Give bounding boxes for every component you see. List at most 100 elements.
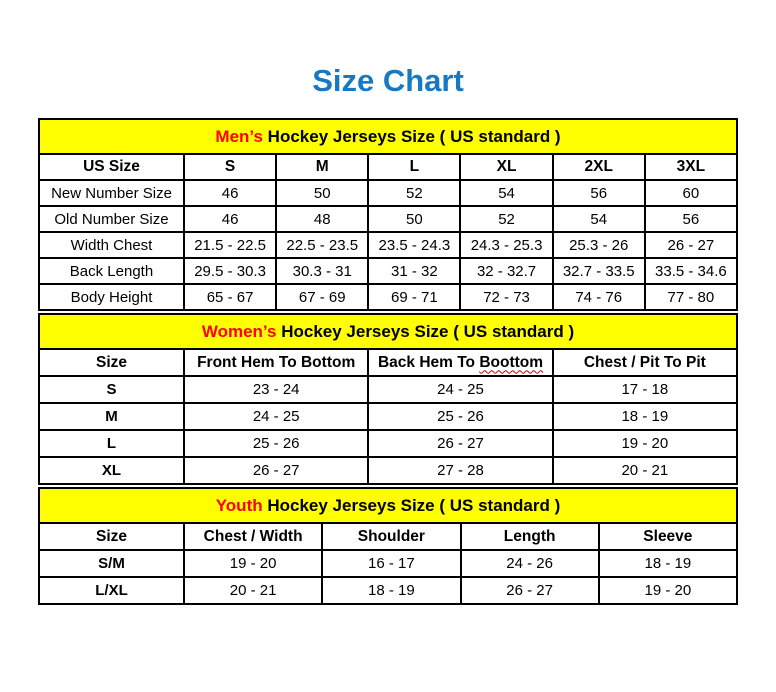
size-value-cell: 77 - 80 <box>643 283 739 312</box>
size-value-cell: 30.3 - 31 <box>275 257 370 286</box>
mens-size-table: Men’s Hockey Jerseys Size ( US standard … <box>38 118 739 312</box>
size-value-cell: 26 - 27 <box>459 576 600 606</box>
row-label: S/M <box>38 549 185 579</box>
size-value-cell: 52 <box>459 205 554 234</box>
mens-col-s: S <box>182 153 278 182</box>
size-value-cell: 26 - 27 <box>367 429 554 459</box>
youth-header-row: Size Chest / Width Shoulder Length Sleev… <box>38 522 739 552</box>
size-value-cell: 32 - 32.7 <box>459 257 554 286</box>
table-row: New Number Size 46 50 52 54 56 60 <box>38 179 739 208</box>
table-row: L/XL 20 - 21 18 - 19 26 - 27 19 - 20 <box>38 576 739 606</box>
row-label: New Number Size <box>38 179 185 208</box>
size-value-cell: 24 - 26 <box>459 549 600 579</box>
size-value-cell: 69 - 71 <box>367 283 462 312</box>
size-value-cell: 32.7 - 33.5 <box>551 257 646 286</box>
mens-section-title: Hockey Jerseys Size ( US standard ) <box>262 126 561 146</box>
size-value-cell: 24 - 25 <box>182 402 370 432</box>
mens-section-header: Men’s Hockey Jerseys Size ( US standard … <box>38 118 738 156</box>
size-value-cell: 48 <box>275 205 370 234</box>
youth-col-shoulder: Shoulder <box>321 522 462 552</box>
size-value-cell: 19 - 20 <box>182 549 324 579</box>
size-value-cell: 20 - 21 <box>551 456 739 486</box>
row-label: Back Length <box>38 257 185 286</box>
row-label: Body Height <box>38 283 185 312</box>
size-value-cell: 72 - 73 <box>459 283 554 312</box>
size-value-cell: 50 <box>367 205 462 234</box>
back-hem-label: Back Hem To <box>377 353 480 371</box>
row-label: M <box>38 402 185 432</box>
mens-section-accent: Men’s <box>215 126 263 146</box>
size-value-cell: 46 <box>182 205 278 234</box>
size-value-cell: 26 - 27 <box>643 231 739 260</box>
tables-container: Men’s Hockey Jerseys Size ( US standard … <box>38 118 739 606</box>
size-value-cell: 18 - 19 <box>597 549 739 579</box>
size-value-cell: 22.5 - 23.5 <box>275 231 370 260</box>
size-value-cell: 16 - 17 <box>321 549 462 579</box>
womens-col-back-hem: Back Hem To Boottom <box>367 348 554 378</box>
size-value-cell: 67 - 69 <box>275 283 370 312</box>
youth-section-band: Youth Hockey Jerseys Size ( US standard … <box>38 487 738 525</box>
size-value-cell: 23 - 24 <box>182 375 370 405</box>
size-value-cell: 29.5 - 30.3 <box>182 257 278 286</box>
size-value-cell: 18 - 19 <box>551 402 739 432</box>
table-row: XL 26 - 27 27 - 28 20 - 21 <box>38 456 739 486</box>
womens-section-header: Women’s Hockey Jerseys Size ( US standar… <box>38 313 738 351</box>
size-value-cell: 25 - 26 <box>182 429 370 459</box>
row-label: Width Chest <box>38 231 185 260</box>
youth-section-accent: Youth <box>215 495 263 515</box>
table-row: L 25 - 26 26 - 27 19 - 20 <box>38 429 739 459</box>
youth-col-sleeve: Sleeve <box>597 522 739 552</box>
row-label: S <box>38 375 185 405</box>
size-value-cell: 18 - 19 <box>321 576 462 606</box>
row-label: L <box>38 429 185 459</box>
size-value-cell: 23.5 - 24.3 <box>367 231 462 260</box>
size-value-cell: 21.5 - 22.5 <box>182 231 278 260</box>
mens-col-3xl: 3XL <box>643 153 739 182</box>
table-row: Body Height 65 - 67 67 - 69 69 - 71 72 -… <box>38 283 739 312</box>
mens-section-band: Men’s Hockey Jerseys Size ( US standard … <box>38 118 738 156</box>
mens-col-xl: XL <box>459 153 554 182</box>
youth-col-chest-width: Chest / Width <box>182 522 324 552</box>
size-value-cell: 56 <box>643 205 739 234</box>
size-value-cell: 50 <box>275 179 370 208</box>
size-value-cell: 24.3 - 25.3 <box>459 231 554 260</box>
size-value-cell: 52 <box>367 179 462 208</box>
mens-col-l: L <box>367 153 462 182</box>
size-value-cell: 54 <box>551 205 646 234</box>
youth-size-table: Youth Hockey Jerseys Size ( US standard … <box>38 487 739 606</box>
size-value-cell: 20 - 21 <box>182 576 324 606</box>
youth-col-length: Length <box>459 522 600 552</box>
womens-section-title: Hockey Jerseys Size ( US standard ) <box>276 321 575 341</box>
row-label: XL <box>38 456 185 486</box>
table-row: Back Length 29.5 - 30.3 30.3 - 31 31 - 3… <box>38 257 739 286</box>
table-row: M 24 - 25 25 - 26 18 - 19 <box>38 402 739 432</box>
womens-col-chest: Chest / Pit To Pit <box>551 348 739 378</box>
size-value-cell: 26 - 27 <box>182 456 370 486</box>
size-value-cell: 31 - 32 <box>367 257 462 286</box>
size-value-cell: 19 - 20 <box>597 576 739 606</box>
size-value-cell: 19 - 20 <box>551 429 739 459</box>
size-value-cell: 33.5 - 34.6 <box>643 257 739 286</box>
size-value-cell: 74 - 76 <box>551 283 646 312</box>
womens-size-table: Women’s Hockey Jerseys Size ( US standar… <box>38 313 739 486</box>
back-hem-misspelled-word: Boottom <box>479 353 544 371</box>
size-value-cell: 46 <box>182 179 278 208</box>
size-value-cell: 65 - 67 <box>182 283 278 312</box>
mens-col-us-size: US Size <box>38 153 185 182</box>
youth-col-size: Size <box>38 522 185 552</box>
womens-col-size: Size <box>38 348 185 378</box>
mens-col-m: M <box>275 153 370 182</box>
size-value-cell: 25.3 - 26 <box>551 231 646 260</box>
table-row: Width Chest 21.5 - 22.5 22.5 - 23.5 23.5… <box>38 231 739 260</box>
size-value-cell: 24 - 25 <box>367 375 554 405</box>
womens-header-row: Size Front Hem To Bottom Back Hem To Boo… <box>38 348 739 378</box>
size-value-cell: 56 <box>551 179 646 208</box>
size-value-cell: 54 <box>459 179 554 208</box>
table-row: S/M 19 - 20 16 - 17 24 - 26 18 - 19 <box>38 549 739 579</box>
row-label: Old Number Size <box>38 205 185 234</box>
size-value-cell: 17 - 18 <box>551 375 739 405</box>
page-title: Size Chart <box>312 63 464 98</box>
youth-section-header: Youth Hockey Jerseys Size ( US standard … <box>38 487 738 525</box>
size-value-cell: 25 - 26 <box>367 402 554 432</box>
